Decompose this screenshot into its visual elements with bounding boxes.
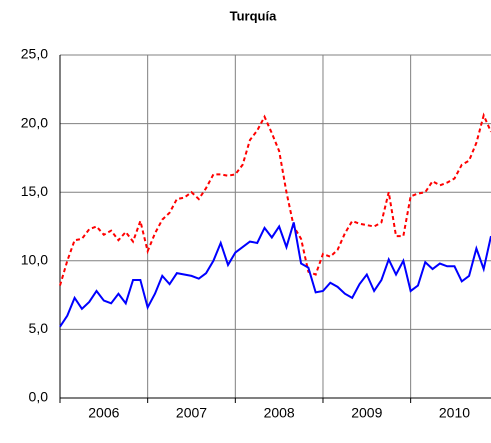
- y-tick-label: 15,0: [21, 183, 48, 199]
- series-line: [59, 112, 491, 286]
- y-tick-label: 5,0: [29, 320, 49, 336]
- y-tick-label: 10,0: [21, 252, 48, 268]
- y-tick-label: 0,0: [29, 389, 49, 405]
- y-tick-label: 20,0: [21, 114, 48, 130]
- x-tick-label: 2006: [88, 405, 119, 421]
- x-tick-label: 2009: [351, 405, 382, 421]
- x-tick-label: 2010: [439, 405, 470, 421]
- y-tick-label: 25,0: [21, 46, 48, 62]
- x-tick-label: 2007: [176, 405, 207, 421]
- chart-title: Turquía: [230, 8, 277, 23]
- series-line: [59, 222, 491, 328]
- x-tick-label: 2008: [264, 405, 295, 421]
